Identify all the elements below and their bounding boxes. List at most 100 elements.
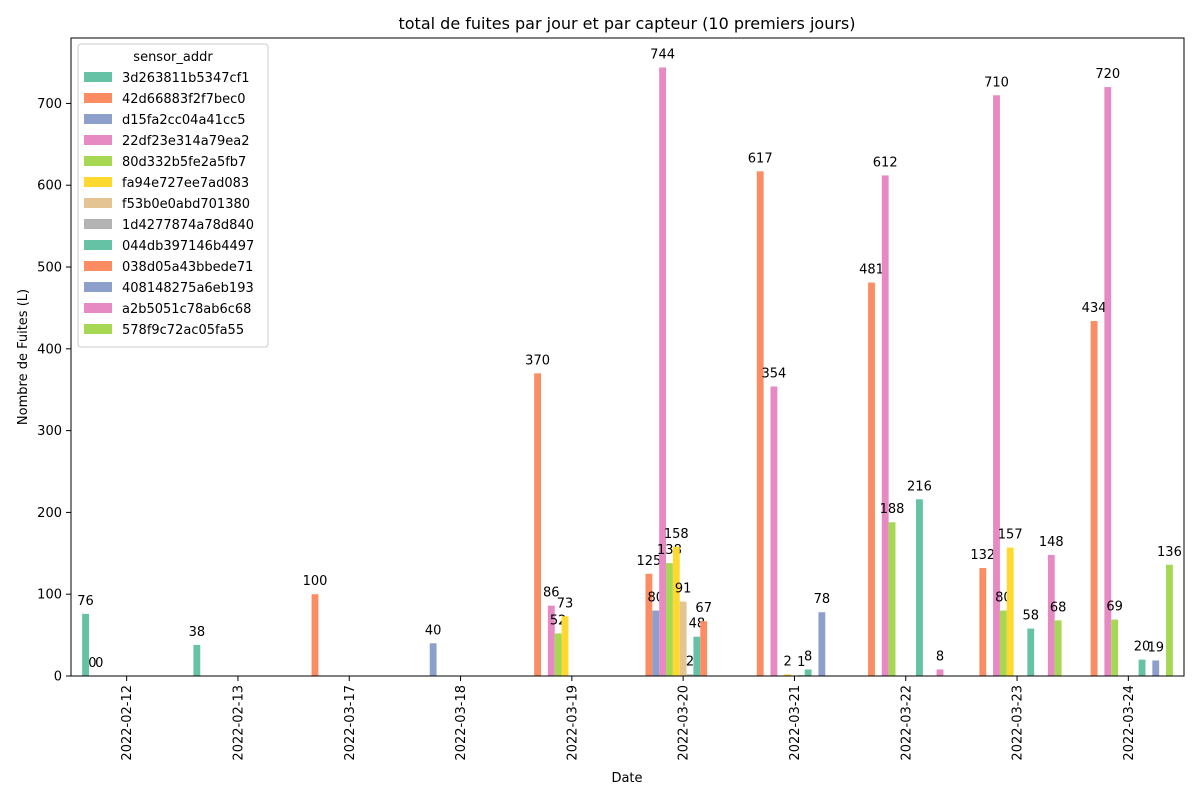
data-label-3d263811b5347cf1-2022-02-13: 38 [189,625,206,640]
bar-a2b5051c78ab6c68-2022-03-22 [936,669,944,676]
data-label-578f9c72ac05fa55-2022-03-24: 136 [1157,545,1182,560]
legend-entry-044db397146b4497: 044db397146b4497 [122,239,254,254]
data-label-42d66883f2f7bec0-2022-03-23: 132 [970,548,995,563]
data-label-3d263811b5347cf1-2022-02-12: 76 [77,594,94,609]
data-label-044db397146b4497-2022-03-24: 20 [1134,640,1151,655]
bar-3d263811b5347cf1-2022-02-12 [82,613,89,676]
legend-swatch-408148275a6eb193 [84,282,112,292]
data-label-044db397146b4497-2022-03-21: 8 [804,649,812,664]
y-tick-label-600: 600 [37,179,62,194]
plot-frame [70,37,1185,677]
legend: sensor_addr 3d263811b5347cf1 42d66883f2f7b… [77,43,269,348]
x-tick-label-2022-03-21: 2022-03-21 [788,685,803,761]
legend-frame [77,43,269,348]
x-tick-label-2022-03-22: 2022-03-22 [899,685,914,761]
bar-22df23e314a79ea2-2022-03-20 [659,67,667,676]
x-tick-label-2022-02-13: 2022-02-13 [231,685,246,761]
x-tick-label-2022-03-24: 2022-03-24 [1122,685,1137,761]
bar-044db397146b4497-2022-03-22 [916,499,923,676]
legend-swatch-fa94e727ee7ad083 [84,177,112,187]
x-tick-label-2022-03-19: 2022-03-19 [565,685,580,761]
x-tick-label-2022-02-12: 2022-02-12 [120,685,135,761]
bar-fa94e727ee7ad083-2022-03-23 [1006,547,1014,676]
data-label-22df23e314a79ea2-2022-03-23: 710 [984,75,1009,90]
bar-3d263811b5347cf1-2022-02-13 [193,644,201,676]
bar-80d332b5fe2a5fb7-2022-03-20 [666,563,673,676]
data-label-f53b0e0abd701380-2022-03-20: 91 [675,582,692,597]
data-label-1d4277874a78d840-2022-03-21: 1 [797,655,805,670]
bar-22df23e314a79ea2-2022-03-24 [1104,87,1112,676]
legend-entry-1d4277874a78d840: 1d4277874a78d840 [122,218,254,233]
data-label-044db397146b4497-2022-03-22: 216 [907,479,932,494]
legend-swatch-80d332b5fe2a5fb7 [84,156,112,166]
legend-entry-408148275a6eb193: 408148275a6eb193 [122,281,254,296]
bar-42d66883f2f7bec0-2022-03-21 [756,171,764,676]
legend-swatch-22df23e314a79ea2 [84,135,112,145]
bar-80d332b5fe2a5fb7-2022-03-24 [1111,619,1119,676]
bar-80d332b5fe2a5fb7-2022-03-22 [888,522,896,676]
legend-entry-3d263811b5347cf1: 3d263811b5347cf1 [122,71,249,86]
data-label-22df23e314a79ea2-2022-03-19: 86 [543,586,560,601]
bar-22df23e314a79ea2-2022-03-21 [770,386,778,676]
y-tick-label-200: 200 [37,506,62,521]
data-label-fa94e727ee7ad083-2022-03-21: 2 [783,654,791,669]
legend-swatch-d15fa2cc04a41cc5 [84,114,112,124]
bar-d15fa2cc04a41cc5-2022-03-20 [652,610,660,676]
legend-swatch-038d05a43bbede71 [84,261,112,271]
bar-1d4277874a78d840-2022-03-20 [686,674,694,676]
y-tick-label-700: 700 [37,97,62,112]
y-tick-label-300: 300 [37,424,62,439]
x-tick-label-2022-03-18: 2022-03-18 [454,685,469,761]
bar-42d66883f2f7bec0-2022-03-24 [1090,321,1098,676]
bar-fa94e727ee7ad083-2022-03-20 [672,546,680,676]
bar-044db397146b4497-2022-03-23 [1027,628,1035,676]
data-label-fa94e727ee7ad083-2022-03-20: 158 [664,527,689,542]
legend-title: sensor_addr [133,50,213,65]
legend-swatch-42d66883f2f7bec0 [84,93,112,103]
legend-swatch-1d4277874a78d840 [84,219,112,229]
bar-22df23e314a79ea2-2022-03-22 [881,175,889,677]
legend-entry-80d332b5fe2a5fb7: 80d332b5fe2a5fb7 [122,155,246,170]
legend-entry-fa94e727ee7ad083: fa94e727ee7ad083 [122,176,249,191]
legend-entry-a2b5051c78ab6c68: a2b5051c78ab6c68 [122,302,251,317]
data-label-a2b5051c78ab6c68-2022-03-23: 148 [1039,535,1064,550]
bar-42d66883f2f7bec0-2022-03-19 [534,373,542,676]
data-label-80d332b5fe2a5fb7-2022-03-24: 69 [1106,600,1123,615]
legend-entry-22df23e314a79ea2: 22df23e314a79ea2 [122,134,249,149]
x-tick-label-2022-03-20: 2022-03-20 [677,685,692,761]
y-tick-label-0: 0 [54,670,62,685]
data-label-d15fa2cc04a41cc5-2022-03-18: 40 [425,623,442,638]
legend-entry-578f9c72ac05fa55: 578f9c72ac05fa55 [122,323,244,338]
data-label-d15fa2cc04a41cc5-2022-02-12: 0 [95,656,103,671]
chart-title: total de fuites par jour et par capteur … [398,14,855,33]
y-tick-label-400: 400 [37,342,62,357]
data-label-80d332b5fe2a5fb7-2022-03-22: 188 [880,502,905,517]
data-label-22df23e314a79ea2-2022-03-22: 612 [873,155,898,170]
x-tick-label-2022-03-23: 2022-03-23 [1011,685,1026,761]
bar-408148275a6eb193-2022-03-21 [818,612,826,676]
data-label-408148275a6eb193-2022-03-21: 78 [814,592,831,607]
bar-408148275a6eb193-2022-03-24 [1152,660,1160,676]
legend-entry-d15fa2cc04a41cc5: d15fa2cc04a41cc5 [122,113,246,128]
bar-038d05a43bbede71-2022-03-20 [700,621,708,676]
data-label-fa94e727ee7ad083-2022-03-19: 73 [557,596,574,611]
bar-fa94e727ee7ad083-2022-03-21 [784,674,792,676]
data-label-42d66883f2f7bec0-2022-03-20: 125 [636,554,661,569]
legend-entry-038d05a43bbede71: 038d05a43bbede71 [122,260,253,275]
data-label-22df23e314a79ea2-2022-03-24: 720 [1095,67,1120,82]
legend-entry-f53b0e0abd701380: f53b0e0abd701380 [122,197,250,212]
data-label-42d66883f2f7bec0-2022-03-17: 100 [303,574,328,589]
legend-swatch-f53b0e0abd701380 [84,198,112,208]
legend-swatch-3d263811b5347cf1 [84,72,112,82]
data-label-044db397146b4497-2022-03-23: 58 [1022,609,1039,624]
bar-42d66883f2f7bec0-2022-03-20 [645,573,653,676]
data-label-1d4277874a78d840-2022-03-20: 2 [686,654,694,669]
data-label-578f9c72ac05fa55-2022-03-23: 68 [1050,600,1067,615]
data-label-408148275a6eb193-2022-03-24: 19 [1147,640,1164,655]
plot-area: 7600381004037086527312580744138158912486… [37,37,1185,761]
bar-80d332b5fe2a5fb7-2022-03-23 [999,610,1007,676]
bar-42d66883f2f7bec0-2022-03-22 [868,282,875,676]
data-label-a2b5051c78ab6c68-2022-03-22: 8 [936,649,944,664]
data-label-fa94e727ee7ad083-2022-03-23: 157 [998,528,1023,543]
